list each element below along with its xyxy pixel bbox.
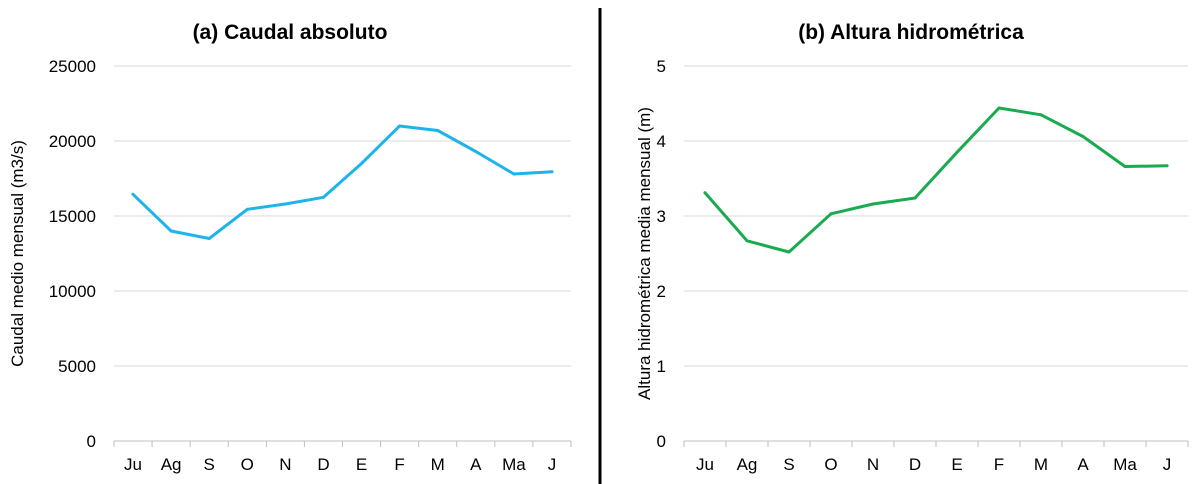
y-tick-label: 5 (657, 57, 666, 76)
y-axis-label-altura: Altura hidrométrica media mensual (m) (635, 107, 654, 400)
data-point (1039, 113, 1043, 117)
data-point (512, 172, 516, 176)
data-point (436, 129, 440, 132)
x-tick-label: F (394, 455, 404, 474)
x-tick-label: D (909, 455, 921, 474)
data-point (745, 239, 749, 243)
chart-panel-altura: (b) Altura hidrométrica 0 1 2 3 4 5 Ju Ag S O N D E F… (635, 21, 1189, 474)
y-tick-label: 0 (87, 432, 96, 451)
x-tick-label: A (470, 455, 482, 474)
x-tick-label: Ju (696, 455, 714, 474)
data-point (169, 229, 173, 233)
chart-panel-caudal: (a) Caudal absoluto 0 5000 10000 15000 20000… (8, 21, 572, 474)
x-tick-label: E (951, 455, 962, 474)
data-point (245, 207, 249, 211)
x-tick-label: Ma (502, 455, 526, 474)
chart-title-altura: (b) Altura hidrométrica (798, 21, 1024, 44)
data-point (283, 202, 287, 206)
x-tick-label: Ju (124, 455, 142, 474)
data-point (871, 202, 875, 206)
y-tick-label: 4 (657, 132, 666, 151)
y-tick-label: 5000 (58, 357, 96, 376)
x-tick-label: D (317, 455, 329, 474)
x-tick-label: Ag (737, 455, 758, 474)
x-tick-label: Ag (161, 455, 182, 474)
data-point (829, 212, 833, 216)
series-line-caudal (131, 124, 554, 240)
data-point (321, 195, 325, 199)
data-point (1123, 165, 1127, 168)
y-tick-label: 2 (657, 282, 666, 301)
x-tick-label: S (783, 455, 794, 474)
y-tick-label: 10000 (49, 282, 96, 301)
data-point (1081, 135, 1085, 138)
series-line-altura (703, 106, 1169, 254)
x-tick-label: O (241, 455, 254, 474)
y-tick-label: 0 (657, 432, 666, 451)
y-tick-label: 3 (657, 207, 666, 226)
x-tick-label: N (279, 455, 291, 474)
data-point (1165, 164, 1169, 168)
data-point (703, 191, 707, 195)
x-tick-label: N (867, 455, 879, 474)
data-point (550, 170, 554, 174)
x-tick-label: J (1163, 455, 1172, 474)
chart-title-caudal: (a) Caudal absoluto (193, 21, 388, 44)
x-tick-label: O (824, 455, 837, 474)
data-point (913, 196, 917, 200)
data-point (474, 150, 478, 153)
x-tick-label: A (1077, 455, 1089, 474)
data-point (787, 250, 791, 254)
y-axis-label-caudal: Caudal medio mensual (m3/s) (8, 140, 27, 367)
x-tick-label: J (548, 455, 557, 474)
data-point (207, 237, 211, 240)
x-tick-label: E (356, 455, 367, 474)
data-point (955, 150, 959, 154)
y-tick-label: 1 (657, 357, 666, 376)
x-tick-label: M (1034, 455, 1048, 474)
y-tick-label: 15000 (49, 207, 96, 226)
data-point (398, 124, 402, 128)
y-tick-label: 25000 (49, 57, 96, 76)
data-point (131, 192, 135, 196)
y-tick-label: 20000 (49, 132, 96, 151)
x-tick-label: Ma (1113, 455, 1137, 474)
data-point (997, 106, 1001, 110)
x-tick-label: F (994, 455, 1004, 474)
x-tick-label: S (204, 455, 215, 474)
x-tick-label: M (431, 455, 445, 474)
data-point (360, 162, 364, 165)
